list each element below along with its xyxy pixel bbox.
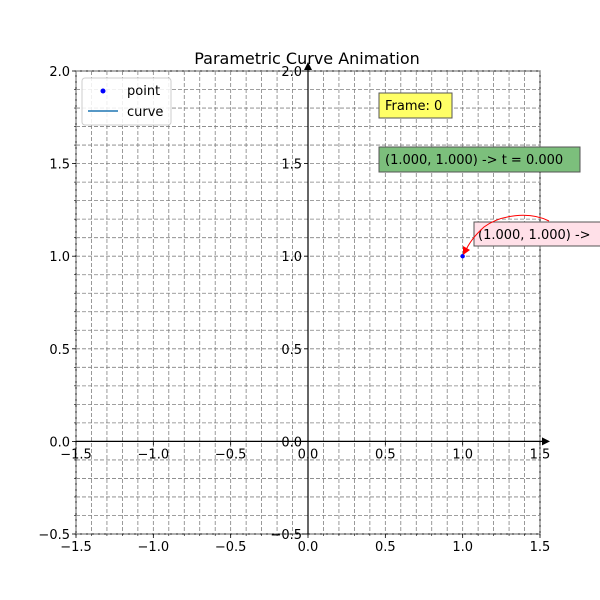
x-tick-label: −0.5 xyxy=(215,540,247,555)
y-tick-label: 0.0 xyxy=(49,435,70,450)
point-label-arrow xyxy=(464,214,550,253)
y-spine-tick-label: 0.0 xyxy=(281,435,302,450)
y-spine-tick-label: 0.5 xyxy=(281,343,302,358)
data-layer xyxy=(460,254,465,259)
y-tick-label: 1.0 xyxy=(49,250,70,265)
x-spine-tick-label: −1.0 xyxy=(138,447,170,462)
y-spine-arrowhead xyxy=(304,62,312,70)
point-label-text: (1.000, 1.000) -> xyxy=(478,228,591,243)
x-tick-label: −1.0 xyxy=(138,540,170,555)
annotation-layer: Frame: 0 (1.000, 1.000) -> t = 0.000 (1.… xyxy=(378,92,600,255)
y-tick-label: 0.5 xyxy=(49,343,70,358)
legend-label-curve: curve xyxy=(127,105,163,120)
point-label-box xyxy=(473,221,600,247)
x-spine-tick-label: 1.0 xyxy=(452,447,473,462)
x-spine-tick-label: 1.5 xyxy=(530,447,551,462)
y-spine-tick-label: 1.5 xyxy=(281,158,302,173)
tick-layer xyxy=(72,70,541,538)
y-tick-label: 2.0 xyxy=(49,65,70,80)
parameter-readout-box xyxy=(378,146,581,173)
parameter-readout-text: (1.000, 1.000) -> t = 0.000 xyxy=(385,153,563,168)
y-spine-tick-label: −0.5 xyxy=(270,528,302,543)
x-spine-tick-label: −0.5 xyxy=(215,447,247,462)
chart-title: Parametric Curve Animation xyxy=(194,49,420,68)
x-spine-tick-label: 0.5 xyxy=(375,447,396,462)
x-tick-label: 0.5 xyxy=(375,540,396,555)
point-label-arrowhead xyxy=(463,246,470,255)
data-point xyxy=(460,254,465,259)
legend-marker-point xyxy=(100,88,106,94)
x-tick-label: 1.0 xyxy=(452,540,473,555)
x-tick-label: 0.0 xyxy=(298,540,319,555)
legend-label-point: point xyxy=(127,84,160,99)
x-spine-arrowhead xyxy=(542,437,550,446)
x-tick-label: 1.5 xyxy=(530,540,551,555)
frame-counter-text: Frame: 0 xyxy=(385,99,442,114)
legend: point curve xyxy=(81,77,172,126)
x-spine-tick-label: 0.0 xyxy=(298,447,319,462)
y-tick-label: 1.5 xyxy=(49,158,70,173)
y-tick-label: −0.5 xyxy=(38,528,70,543)
center-spines xyxy=(76,62,550,534)
x-tick-label: −1.5 xyxy=(60,540,92,555)
frame-counter-box xyxy=(378,92,453,119)
tick-label-layer: −1.5−1.5−1.0−1.0−0.5−0.50.00.00.50.51.01… xyxy=(38,65,550,555)
x-spine-tick-label: −1.5 xyxy=(60,447,92,462)
y-spine-tick-label: 1.0 xyxy=(281,250,302,265)
y-spine-tick-label: 2.0 xyxy=(281,65,302,80)
